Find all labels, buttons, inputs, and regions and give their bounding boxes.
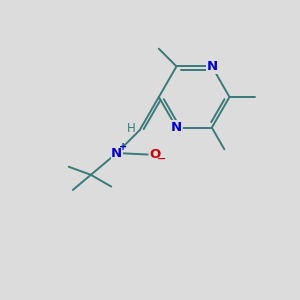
Text: +: + [118, 142, 127, 152]
Text: N: N [111, 147, 122, 160]
Text: N: N [171, 121, 182, 134]
Text: N: N [206, 60, 218, 73]
Text: −: − [157, 154, 167, 164]
Text: O: O [149, 148, 160, 161]
Text: H: H [127, 122, 136, 135]
